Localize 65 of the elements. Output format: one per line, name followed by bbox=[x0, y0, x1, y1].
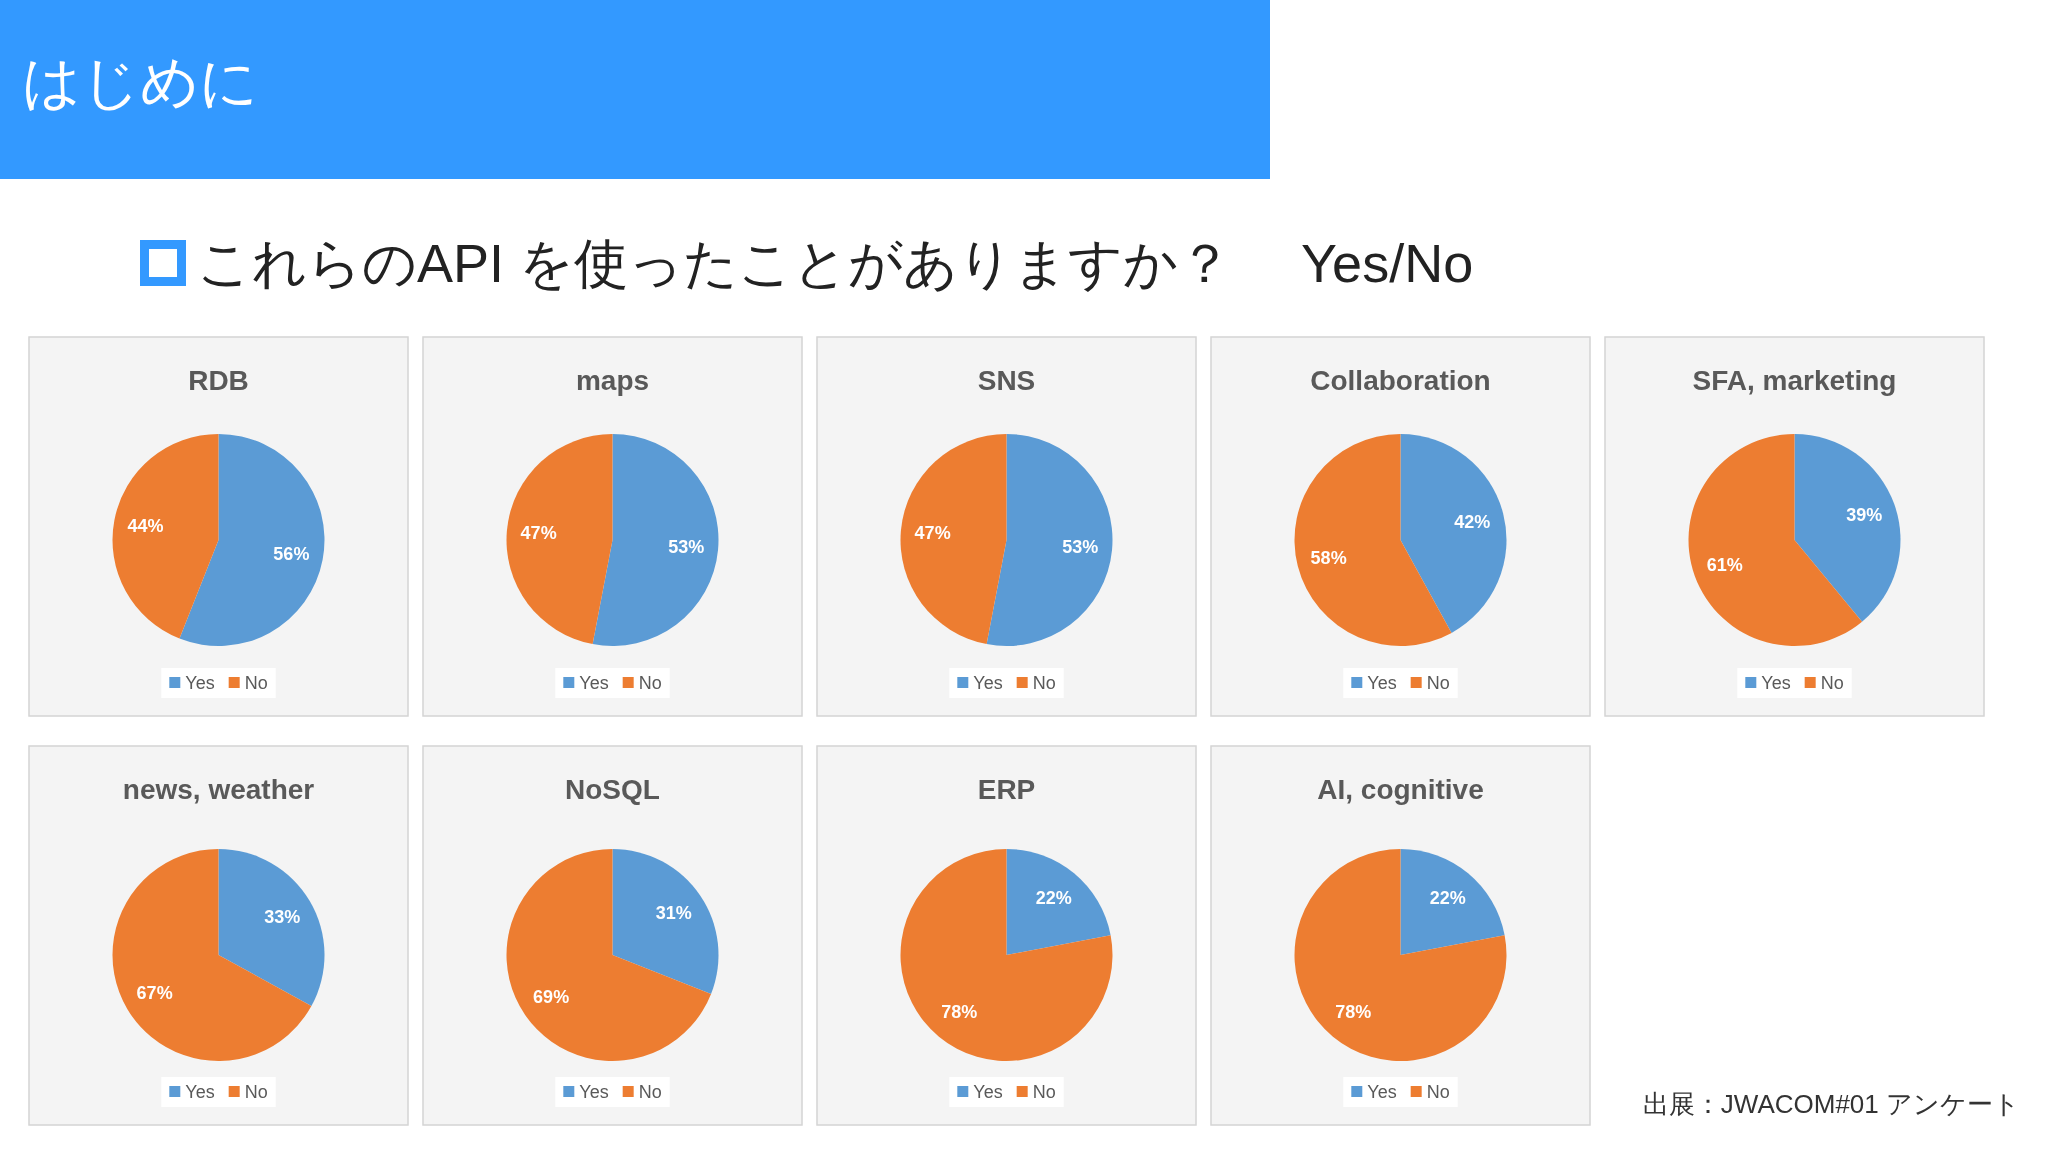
pie-slice bbox=[1294, 849, 1507, 1061]
legend-label: Yes bbox=[973, 673, 1003, 693]
data-label: 42% bbox=[1454, 511, 1491, 532]
data-label: 22% bbox=[1429, 887, 1466, 908]
data-label: 44% bbox=[127, 516, 164, 537]
legend-label: No bbox=[638, 1082, 662, 1102]
pie-slice bbox=[179, 434, 325, 646]
pie-slice bbox=[1400, 434, 1507, 633]
pie-slice bbox=[506, 434, 613, 645]
legend-label: No bbox=[638, 673, 662, 693]
chart-title: SNS bbox=[977, 365, 1036, 396]
text: これらのAPI を使ったことがありますか？ Yes/No bbox=[197, 233, 1474, 293]
chart-title: ERP bbox=[977, 774, 1036, 805]
pie-slice bbox=[900, 434, 1007, 645]
chart-title: Collaboration bbox=[1310, 365, 1491, 396]
legend-label: Yes bbox=[973, 1082, 1003, 1102]
pie-slice bbox=[218, 849, 325, 1007]
pie-slice bbox=[986, 434, 1113, 646]
text: はじめに bbox=[22, 49, 258, 114]
chart-title: AI, cognitive bbox=[1317, 774, 1484, 805]
pie-slice bbox=[1006, 849, 1111, 955]
legend-label: Yes bbox=[579, 673, 609, 693]
legend-label: No bbox=[244, 1082, 268, 1102]
data-label: 58% bbox=[1310, 548, 1347, 569]
pie-slice bbox=[112, 849, 312, 1061]
legend-label: Yes bbox=[1367, 1082, 1397, 1102]
chart-title: SFA, marketing bbox=[1692, 365, 1897, 396]
legend-label: No bbox=[1426, 1082, 1450, 1102]
pie-slice bbox=[112, 434, 219, 639]
data-label: 69% bbox=[533, 986, 570, 1007]
pie-slice bbox=[1794, 434, 1901, 622]
data-label: 47% bbox=[914, 523, 951, 544]
data-label: 31% bbox=[655, 903, 692, 924]
pie-slice bbox=[612, 849, 719, 995]
data-label: 78% bbox=[1335, 1002, 1372, 1023]
legend-label: No bbox=[1820, 673, 1844, 693]
data-label: 61% bbox=[1706, 555, 1743, 576]
legend-label: Yes bbox=[579, 1082, 609, 1102]
legend-label: No bbox=[1426, 673, 1450, 693]
legend-label: Yes bbox=[1761, 673, 1791, 693]
data-label: 47% bbox=[520, 523, 557, 544]
pie-slice bbox=[1294, 434, 1452, 646]
chart-title: news, weather bbox=[122, 774, 315, 805]
legend-label: Yes bbox=[1367, 673, 1397, 693]
chart-title: RDB bbox=[188, 365, 249, 396]
legend-label: No bbox=[1032, 1082, 1056, 1102]
legend-label: Yes bbox=[185, 1082, 215, 1102]
data-label: 22% bbox=[1035, 887, 1072, 908]
pie-slice bbox=[1400, 849, 1505, 955]
data-label: 39% bbox=[1846, 504, 1883, 525]
text: 出展：JWACOM#01 アンケート bbox=[1642, 1089, 2020, 1119]
legend-label: Yes bbox=[185, 673, 215, 693]
data-label: 53% bbox=[1062, 536, 1099, 557]
legend-label: No bbox=[244, 673, 268, 693]
data-label: 53% bbox=[668, 536, 705, 557]
chart-title: maps bbox=[575, 365, 650, 396]
pie-slice bbox=[900, 849, 1113, 1061]
pie-slice bbox=[506, 849, 712, 1061]
data-label: 67% bbox=[136, 982, 173, 1003]
legend-label: No bbox=[1032, 673, 1056, 693]
pie-slice bbox=[592, 434, 719, 646]
chart-title: NoSQL bbox=[565, 774, 660, 805]
data-label: 78% bbox=[941, 1002, 978, 1023]
data-label: 56% bbox=[273, 543, 310, 564]
data-label: 33% bbox=[264, 907, 301, 928]
